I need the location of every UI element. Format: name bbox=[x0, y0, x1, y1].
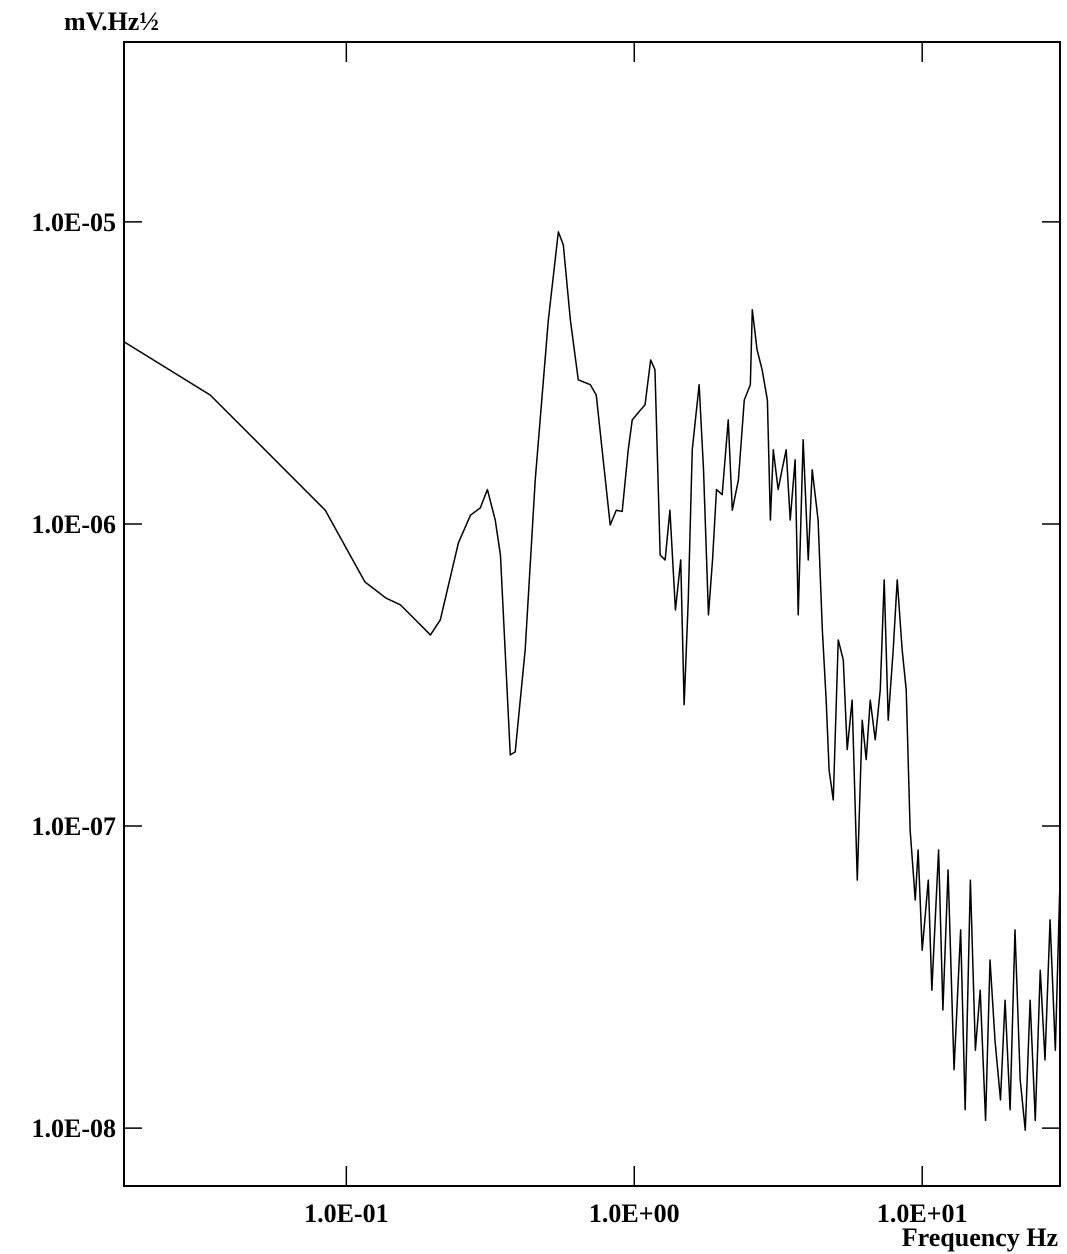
data-line bbox=[123, 231, 1061, 1131]
y-tick-label: 1.0E-08 bbox=[32, 1114, 117, 1143]
x-tick-label: 1.0E-01 bbox=[304, 1199, 389, 1228]
y-tick-label: 1.0E-05 bbox=[32, 208, 117, 237]
y-tick-label: 1.0E-07 bbox=[32, 812, 117, 841]
x-tick-label: 1.0E+00 bbox=[589, 1199, 680, 1228]
x-axis-label: Frequency Hz bbox=[902, 1223, 1058, 1252]
plot-frame bbox=[123, 41, 1061, 1187]
y-axis-label: mV.Hz½ bbox=[64, 7, 159, 36]
x-tick-label: 1.0E+01 bbox=[877, 1199, 968, 1228]
y-tick-label: 1.0E-06 bbox=[32, 510, 117, 539]
